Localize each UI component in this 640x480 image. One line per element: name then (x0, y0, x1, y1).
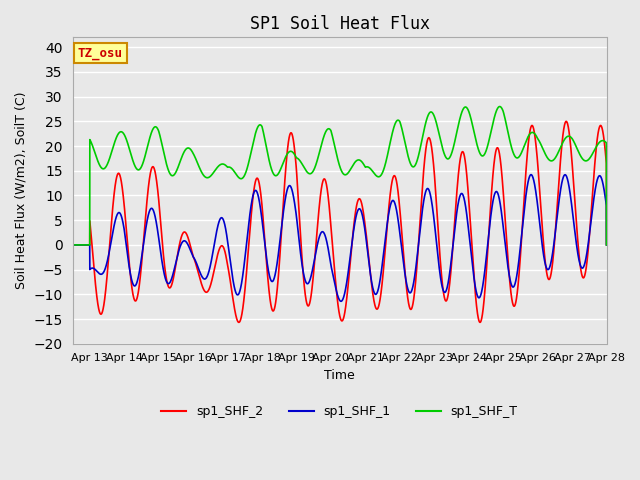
Legend: sp1_SHF_2, sp1_SHF_1, sp1_SHF_T: sp1_SHF_2, sp1_SHF_1, sp1_SHF_T (156, 400, 523, 423)
Title: SP1 Soil Heat Flux: SP1 Soil Heat Flux (250, 15, 429, 33)
X-axis label: Time: Time (324, 369, 355, 382)
Text: TZ_osu: TZ_osu (78, 47, 123, 60)
Y-axis label: Soil Heat Flux (W/m2), SoilT (C): Soil Heat Flux (W/m2), SoilT (C) (15, 92, 28, 289)
